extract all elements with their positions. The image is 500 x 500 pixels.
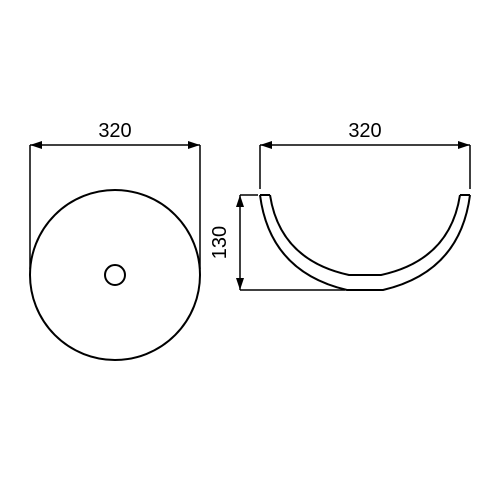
top-view-width-label: 320 bbox=[98, 120, 131, 142]
top-view-outer-circle bbox=[30, 190, 200, 360]
side-view-width-label: 320 bbox=[348, 120, 381, 142]
top-view-drain-circle bbox=[105, 265, 125, 285]
side-view-inner-profile bbox=[270, 195, 460, 275]
side-view-height-label: 130 bbox=[209, 226, 231, 259]
